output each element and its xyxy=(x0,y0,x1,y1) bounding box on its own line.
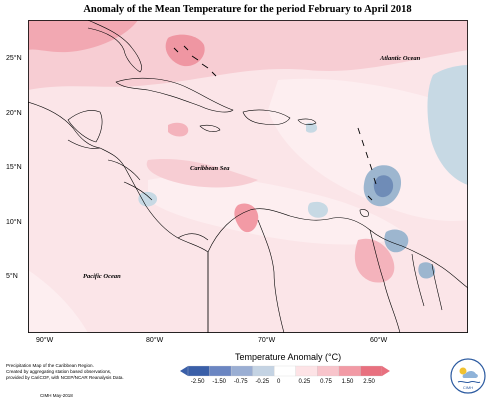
credit: CIMH May-2018 xyxy=(40,393,73,398)
anomaly-warm-colombia xyxy=(234,203,259,233)
map-frame xyxy=(28,20,468,333)
lat-tick-25n: 25°N xyxy=(6,55,22,62)
anomaly-map: Atlantic Ocean Caribbean Sea Pacific Oce… xyxy=(28,20,468,333)
anomaly-cool-suriname xyxy=(418,262,436,279)
border-suriname-guiana xyxy=(431,263,443,311)
lon-tick-90w: 90°W xyxy=(36,337,54,344)
legend-swatch xyxy=(338,365,361,377)
legend-tick-label: 0.75 xyxy=(320,379,332,385)
florida-outline xyxy=(87,20,142,73)
legend-tick-label: 1.50 xyxy=(341,379,354,385)
anomaly-warm-cuba xyxy=(168,122,189,137)
lesser-antilles xyxy=(357,127,377,201)
jamaica-outline xyxy=(199,124,221,132)
cuba-outline xyxy=(115,77,234,113)
puertorico-outline xyxy=(297,118,317,125)
legend-arrow-right xyxy=(382,366,390,376)
legend-arrow-left xyxy=(180,366,188,376)
legend-swatch xyxy=(360,365,383,377)
legend-swatch xyxy=(187,365,210,377)
anomaly-warm-venezuela xyxy=(354,238,395,283)
lon-tick-60w: 60°W xyxy=(370,337,388,344)
logo-text: CIMH xyxy=(463,385,473,390)
anomaly-cool-pacific xyxy=(28,270,88,333)
border-nicaragua xyxy=(123,181,153,201)
lat-tick-15n: 15°N xyxy=(6,164,22,171)
legend-tick-label: -2.50 xyxy=(190,379,205,385)
anomaly-warm-gulf xyxy=(28,20,138,53)
anomaly-cool-caribbean xyxy=(138,191,158,207)
legend-colorbar xyxy=(180,365,390,377)
lat-tick-10n: 10°N xyxy=(6,219,22,226)
legend-tick-label: -1.50 xyxy=(212,379,227,385)
footnote: Precipitation Map of the Caribbean Regio… xyxy=(6,363,186,381)
legend-tick-label: -0.25 xyxy=(255,379,270,385)
legend-swatch xyxy=(252,365,275,377)
lon-tick-70w: 70°W xyxy=(258,337,276,344)
legend-tick-label: 0 xyxy=(277,379,281,385)
anomaly-cool-windward-core xyxy=(373,175,394,198)
border-mexico xyxy=(67,139,101,149)
legend-swatch xyxy=(317,365,340,377)
border-guyana-suriname xyxy=(411,253,425,307)
anomaly-warm-caribbean-south xyxy=(146,159,258,188)
legend-swatch xyxy=(295,365,318,377)
cimh-logo: CIMH xyxy=(450,358,486,394)
border-colombia-venezuela xyxy=(257,219,285,333)
legend-swatch xyxy=(230,365,253,377)
legend-tick-label: 0.25 xyxy=(298,379,311,385)
footnote-line: provided by CariCOF, with NCEP/NCAR Rean… xyxy=(6,375,124,380)
hispaniola-outline xyxy=(242,109,291,126)
trinidad-outline xyxy=(359,209,369,217)
footnote-line: Created by aggregating station based obs… xyxy=(6,369,112,374)
legend-swatch xyxy=(274,365,296,377)
anomaly-cool-puertorico xyxy=(306,122,318,133)
anomaly-warm-north xyxy=(28,20,468,90)
lat-tick-20n: 20°N xyxy=(6,110,22,117)
lat-tick-5n: 5°N xyxy=(6,273,18,280)
central-america-outline xyxy=(28,101,209,333)
legend-tick-label: 2.50 xyxy=(363,379,375,385)
pacific-ocean-label: Pacific Ocean xyxy=(83,273,121,280)
anomaly-pale-east xyxy=(268,78,468,221)
footnote-line: Precipitation Map of the Caribbean Regio… xyxy=(6,363,94,368)
map-title: Anomaly of the Mean Temperature for the … xyxy=(83,4,412,15)
yucatan-outline xyxy=(67,110,103,143)
legend-tick-label: -0.75 xyxy=(233,379,248,385)
lon-tick-80w: 80°W xyxy=(146,337,164,344)
border-honduras xyxy=(107,159,141,181)
bahamas-islands xyxy=(173,45,217,77)
anomaly-cool-guyana xyxy=(384,229,409,253)
legend-title: Temperature Anomaly (°C) xyxy=(235,352,342,362)
anomaly-cool-atlantic xyxy=(427,65,468,185)
anomaly-cool-trinidad xyxy=(307,201,328,218)
border-venezuela-guyana xyxy=(369,229,401,333)
anomaly-pale-south xyxy=(148,175,408,245)
legend-swatch xyxy=(209,365,232,377)
caribbean-sea-label: Caribbean Sea xyxy=(190,165,230,172)
border-panama xyxy=(177,233,209,241)
atlantic-ocean-label: Atlantic Ocean xyxy=(379,55,421,62)
south-america-outline xyxy=(207,208,468,333)
